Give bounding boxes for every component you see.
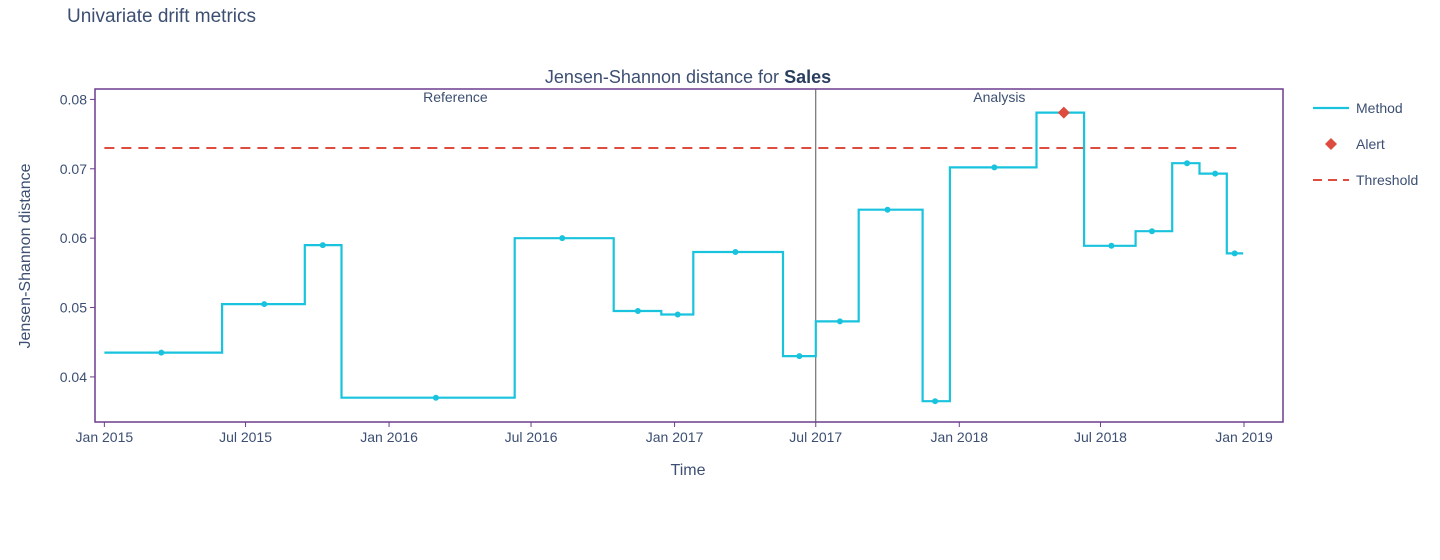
x-tick-label: Jul 2015 [219,429,272,445]
y-tick-label: 0.05 [60,300,87,316]
method-point [1184,160,1191,167]
method-point [1108,242,1115,249]
plot-area: 0.04 0.05 0.06 0.07 0.08 Jan 2015 Jul 2015 Jan … [60,88,1284,445]
legend-label-threshold: Threshold [1356,172,1418,188]
method-point [634,308,641,314]
x-tick-label: Jul 2018 [1074,429,1127,445]
chart-title: Jensen-Shannon distance for Sales [545,67,831,87]
x-tick-label: Jan 2016 [360,429,418,445]
method-step-line [104,111,1244,403]
method-point [884,206,891,213]
y-axis-label: Jensen-Shannon distance [17,163,34,348]
method-point [836,318,843,325]
method-point [796,353,803,360]
y-tick-label: 0.08 [60,91,87,107]
x-tick-label: Jan 2018 [930,429,988,445]
alert-marker [1057,106,1070,119]
method-point [261,301,268,308]
x-tick-label: Jul 2017 [789,429,842,445]
x-tick-label: Jul 2016 [505,429,558,445]
page-title: Univariate drift metrics [67,6,256,27]
y-tick-label: 0.06 [60,230,87,246]
period-label-reference: Reference [423,89,488,105]
y-tick-label: 0.07 [60,161,87,177]
x-axis-label: Time [671,462,706,479]
method-point [559,235,566,242]
method-point [1231,250,1238,257]
x-tick-label: Jan 2017 [646,429,704,445]
legend-label-method: Method [1356,100,1403,116]
method-point [932,398,939,405]
method-point [158,349,165,356]
legend: Method Alert Threshold [1313,100,1418,188]
plot-frame [94,88,1284,423]
x-tick-label: Jan 2019 [1215,429,1273,445]
legend-label-alert: Alert [1356,136,1385,152]
x-tick-label: Jan 2015 [76,429,134,445]
method-point [991,164,998,171]
period-label-analysis: Analysis [973,89,1025,105]
method-point [732,249,739,256]
y-tick-label: 0.04 [60,369,87,385]
method-point [674,311,681,318]
legend-alert-swatch [1325,138,1337,150]
method-point [1212,170,1219,177]
method-point [432,394,439,401]
method-point [319,242,326,249]
method-point [1148,228,1155,235]
